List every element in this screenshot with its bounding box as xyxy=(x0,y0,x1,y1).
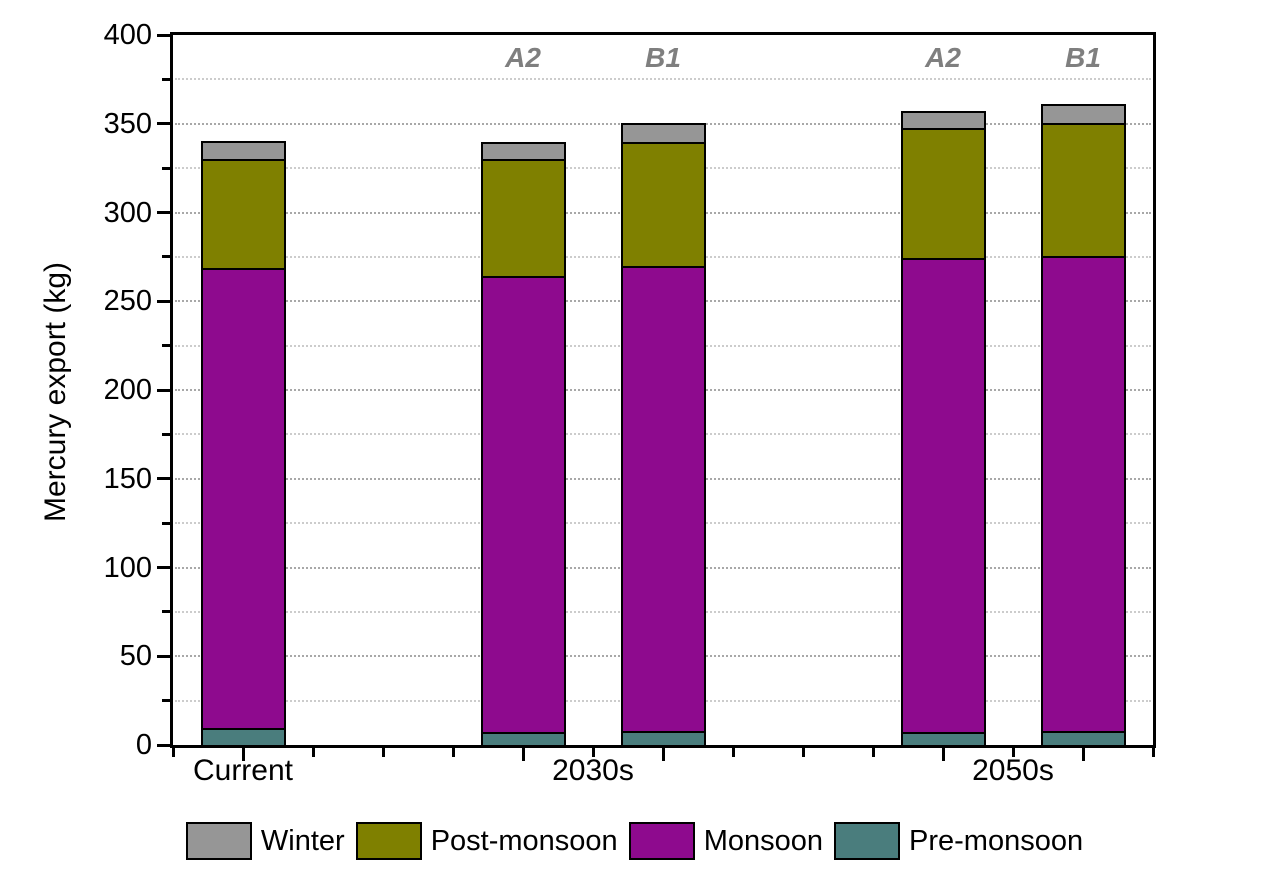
bar-segment-post-monsoon xyxy=(902,128,984,258)
y-axis-tick xyxy=(157,211,170,214)
x-axis-tick xyxy=(521,748,525,761)
bar-2030s-b1 xyxy=(620,122,706,747)
legend-item-pre-monsoon: Pre-monsoon xyxy=(834,821,1083,861)
y-axis-tick xyxy=(157,654,170,658)
legend-label: Pre-monsoon xyxy=(909,825,1084,857)
x-category-label-2030s: 2030s xyxy=(552,754,634,787)
y-axis-tick xyxy=(162,699,170,703)
legend-label: Monsoon xyxy=(703,825,823,857)
y-axis-tick xyxy=(157,33,170,37)
bar-segment-pre-monsoon xyxy=(902,731,984,745)
bar-segment-monsoon xyxy=(622,265,704,731)
bar-segment-post-monsoon xyxy=(202,159,284,269)
bar-segment-pre-monsoon xyxy=(622,730,704,745)
y-axis-tick xyxy=(162,432,170,436)
bar-2050s-a2 xyxy=(900,111,986,747)
bar-segment-winter xyxy=(1042,106,1124,123)
bar-segment-winter xyxy=(482,144,564,160)
legend-label: Winter xyxy=(260,825,345,857)
x-axis-tick xyxy=(381,748,385,757)
x-axis-tick xyxy=(451,748,455,757)
x-axis-tick xyxy=(241,748,245,761)
x-axis-tick xyxy=(1011,748,1015,757)
y-axis-tick-label: 250 xyxy=(103,285,152,318)
x-axis-tick xyxy=(731,748,735,757)
bar-segment-monsoon xyxy=(902,257,984,732)
x-category-label-current: Current xyxy=(192,754,294,787)
bar-2050s-b1 xyxy=(1040,104,1126,747)
y-axis-tick xyxy=(157,477,170,481)
y-axis-tick-label: 300 xyxy=(103,196,152,229)
y-axis-tick-label: 150 xyxy=(103,462,152,495)
y-axis-tick xyxy=(157,743,170,747)
y-axis-tick-label: 100 xyxy=(103,551,152,584)
bar-segment-post-monsoon xyxy=(622,141,704,266)
legend-swatch xyxy=(355,822,422,860)
scenario-annotation-b1: B1 xyxy=(1065,42,1101,73)
y-axis-tick-label: 0 xyxy=(135,729,152,761)
bar-segment-post-monsoon xyxy=(482,159,564,277)
legend-swatch xyxy=(628,822,695,860)
x-axis-tick xyxy=(311,748,315,757)
y-axis-tick xyxy=(157,299,170,303)
y-axis-tick xyxy=(162,344,170,348)
y-axis-tick-label: 350 xyxy=(103,107,152,140)
bar-segment-pre-monsoon xyxy=(482,731,564,745)
bar-segment-winter xyxy=(622,124,704,142)
legend-item-winter: Winter xyxy=(185,821,345,861)
x-axis-tick xyxy=(661,748,665,761)
legend-item-post-monsoon: Post-monsoon xyxy=(355,821,618,861)
scenario-annotation-a2: A2 xyxy=(925,42,961,73)
bar-segment-pre-monsoon xyxy=(1042,730,1124,745)
legend-item-monsoon: Monsoon xyxy=(628,821,823,861)
bar-current xyxy=(200,141,286,747)
x-axis-tick xyxy=(1151,748,1155,757)
y-axis-tick xyxy=(162,166,170,170)
bar-2030s-a2 xyxy=(480,142,566,747)
bar-segment-monsoon xyxy=(1042,255,1124,731)
x-axis-tick xyxy=(171,748,175,757)
x-category-label-2050s: 2050s xyxy=(972,754,1054,787)
legend-label: Post-monsoon xyxy=(430,825,618,857)
scenario-annotation-a2: A2 xyxy=(505,42,541,73)
bar-segment-monsoon xyxy=(482,276,564,732)
y-axis-tick-label: 200 xyxy=(103,374,152,406)
bar-segment-post-monsoon xyxy=(1042,122,1124,256)
bar-segment-winter xyxy=(902,113,984,129)
y-axis-tick xyxy=(162,521,170,525)
gridline xyxy=(175,78,1151,81)
x-axis-tick xyxy=(871,748,875,757)
y-axis-tick xyxy=(157,122,170,126)
bar-segment-pre-monsoon xyxy=(202,728,284,745)
legend-swatch xyxy=(834,822,900,860)
bar-segment-winter xyxy=(202,143,284,160)
y-axis-tick-label: 400 xyxy=(103,19,152,51)
x-axis-tick xyxy=(591,748,595,757)
plot-area xyxy=(173,35,1153,747)
y-axis-tick xyxy=(157,566,170,569)
y-axis-tick xyxy=(162,77,170,81)
legend-swatch xyxy=(185,822,252,860)
y-axis-tick xyxy=(162,610,170,614)
scenario-annotation-b1: B1 xyxy=(645,42,681,73)
x-axis-tick xyxy=(1081,748,1085,761)
bar-segment-monsoon xyxy=(202,268,284,729)
y-axis-tick-label: 50 xyxy=(119,640,152,673)
y-axis-tick xyxy=(162,255,170,259)
x-axis-tick xyxy=(941,748,945,761)
legend: Winter Post-monsoon Monsoon Pre-monsoon xyxy=(0,818,1269,864)
x-axis-tick xyxy=(801,748,805,757)
y-axis-tick xyxy=(157,388,170,392)
